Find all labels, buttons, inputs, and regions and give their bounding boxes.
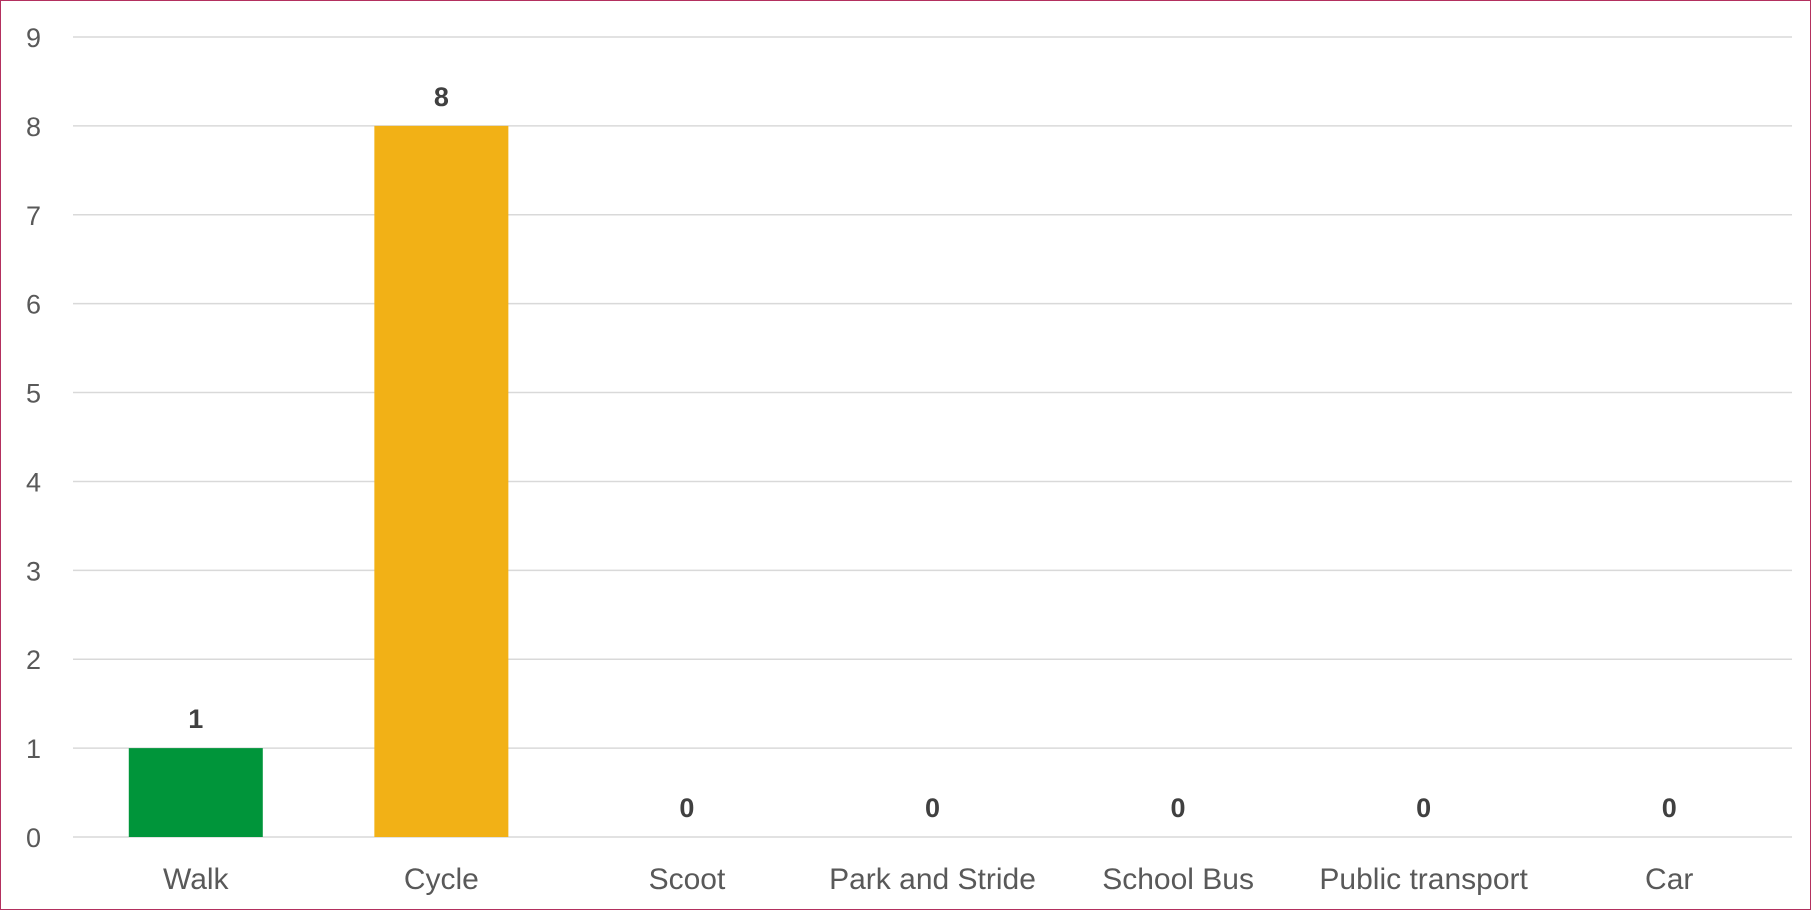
x-category-label: School Bus	[1102, 863, 1254, 896]
x-category-label: Cycle	[404, 863, 479, 896]
y-tick-label: 1	[26, 734, 41, 764]
y-tick-label: 8	[26, 112, 41, 142]
data-label: 0	[1171, 793, 1186, 823]
bar-cycle	[374, 125, 509, 837]
y-tick-label: 3	[26, 556, 41, 586]
y-tick-label: 0	[26, 823, 41, 853]
x-axis-categories: Walk Cycle Scoot Park and Stride School Bus P…	[163, 863, 1693, 896]
data-label: 0	[925, 793, 940, 823]
x-category-label: Park and Stride	[829, 863, 1036, 896]
x-category-label: Scoot	[649, 863, 726, 896]
bar-walk	[128, 748, 263, 837]
data-label: 8	[434, 82, 449, 112]
data-label: 1	[188, 704, 203, 734]
bars	[128, 125, 509, 837]
x-category-label: Car	[1645, 863, 1693, 896]
gridlines	[73, 36, 1792, 838]
data-label: 0	[1662, 793, 1677, 823]
data-labels: 1 8 0 0 0 0 0	[188, 82, 1676, 823]
y-tick-label: 4	[26, 467, 41, 497]
x-category-label: Walk	[163, 863, 230, 896]
data-label: 0	[1416, 793, 1431, 823]
data-label: 0	[679, 793, 694, 823]
y-tick-label: 5	[26, 379, 41, 409]
y-tick-label: 7	[26, 201, 41, 231]
y-tick-label: 9	[26, 23, 41, 53]
y-tick-label: 2	[26, 645, 41, 675]
y-axis-ticks: 0 1 2 3 4 5 6 7 8 9	[26, 23, 41, 853]
x-category-label: Public transport	[1319, 863, 1528, 896]
y-tick-label: 6	[26, 290, 41, 320]
